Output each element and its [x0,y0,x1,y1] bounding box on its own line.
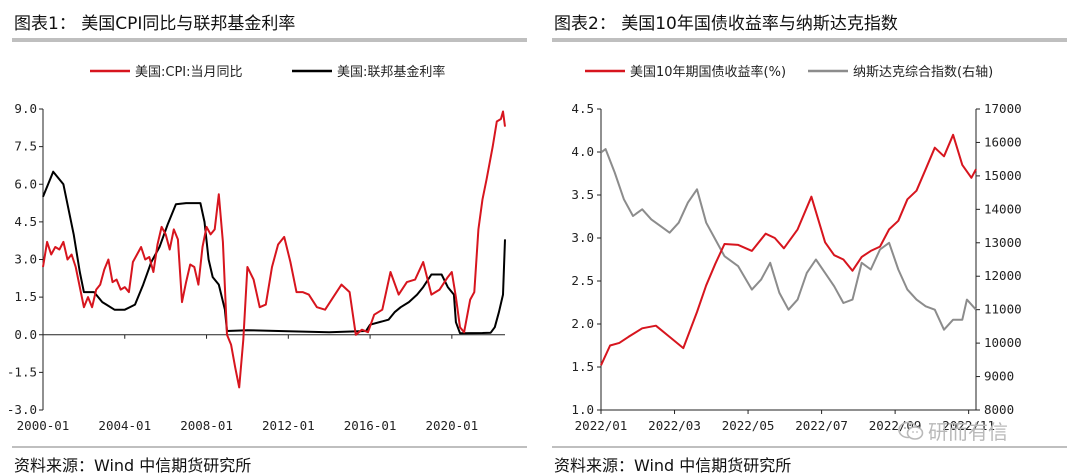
x-tick-label: 2016-01 [344,418,397,433]
y-tick-label: 6.0 [14,176,37,191]
left-panel: 图表1： 美国CPI同比与联邦基金利率 美国:CPI:当月同比 美国:联邦基金利率… [7,14,527,475]
right-footer-rule [552,446,1067,448]
y-right-tick-label: 12000 [984,268,1022,283]
right-panel: 图表2： 美国10年国债收益率与纳斯达克指数 美国10年期国债收益率(%) 纳斯达… [540,0,1080,476]
legend-treasury-label: 美国10年期国债收益率(%) [630,64,786,80]
y-left-tick-label: 4.0 [571,144,594,159]
x-tick-label: 2012-01 [262,418,315,433]
y-right-tick-label: 9000 [984,369,1014,384]
y-right-tick-label: 8000 [984,402,1014,417]
y-tick-label: 7.5 [14,139,37,154]
wechat-icon [898,421,924,446]
y-tick-label: 9.0 [14,101,37,116]
y-left-tick-label: 2.5 [571,273,594,288]
treasury-line [600,133,977,366]
y-tick-label: 0.0 [14,327,37,342]
y-right-tick-label: 15000 [984,168,1022,183]
y-right-tick-label: 11000 [984,302,1022,317]
nasdaq-line [600,148,977,331]
x-tick-label: 2008-01 [180,418,233,433]
right-source-note: 资料来源：Wind 中信期货研究所 [554,456,792,475]
x-tick-label: 2022/05 [722,418,775,433]
fedfunds-line [42,170,506,335]
left-figure-title: 图表1： 美国CPI同比与联邦基金利率 [14,14,296,34]
y-left-tick-label: 2.0 [571,316,594,331]
x-tick-label: 2000-01 [17,418,70,433]
right-figure-title: 图表2： 美国10年国债收益率与纳斯达克指数 [554,14,898,34]
legend-cpi-label: 美国:CPI:当月同比 [135,65,243,80]
y-tick-label: 3.0 [14,252,37,267]
y-left-tick-label: 4.5 [571,101,594,116]
y-left-tick-label: 1.5 [571,359,594,374]
y-right-tick-label: 17000 [984,101,1022,116]
watermark-text: 研而有信 [928,420,1008,444]
legend-fedfunds-label: 美国:联邦基金利率 [337,64,445,80]
left-source-note: 资料来源：Wind 中信期货研究所 [14,456,252,475]
cpi-fedfunds-chart: 美国:CPI:当月同比 美国:联邦基金利率 9.0 7.5 6.0 4.5 3.0 1.5 0.… [7,64,506,433]
y-left-tick-label: 3.5 [571,187,594,202]
wechat-watermark: 研而有信 [898,416,1008,446]
y-tick-label: -1.5 [7,364,37,379]
y-tick-label: 1.5 [14,289,37,304]
y-left-tick-label: 3.0 [571,230,594,245]
y-right-tick-label: 10000 [984,335,1022,350]
x-tick-label: 2022/03 [648,418,701,433]
right-title-rule [552,38,1067,42]
legend-nasdaq-label: 纳斯达克综合指数(右轴) [853,65,993,80]
x-tick-label: 2022/01 [575,418,628,433]
y-right-tick-label: 16000 [984,134,1022,149]
y-tick-label: -3.0 [7,402,37,417]
left-footer-rule [12,446,527,448]
y-tick-label: 4.5 [14,214,37,229]
cpi-line [42,110,506,389]
y-right-tick-label: 13000 [984,235,1022,250]
x-tick-label: 2022/07 [795,418,848,433]
y-right-tick-label: 14000 [984,201,1022,216]
x-tick-label: 2004-01 [98,418,151,433]
x-tick-label: 2020-01 [426,418,479,433]
x-tick-label: 2022/11 [942,418,995,433]
left-title-rule [12,38,527,42]
y-left-tick-label: 1.0 [571,402,594,417]
treasury-nasdaq-chart: 美国10年期国债收益率(%) 纳斯达克综合指数(右轴) 4.5 4.0 3.5 3.0 2.… [571,64,1022,433]
